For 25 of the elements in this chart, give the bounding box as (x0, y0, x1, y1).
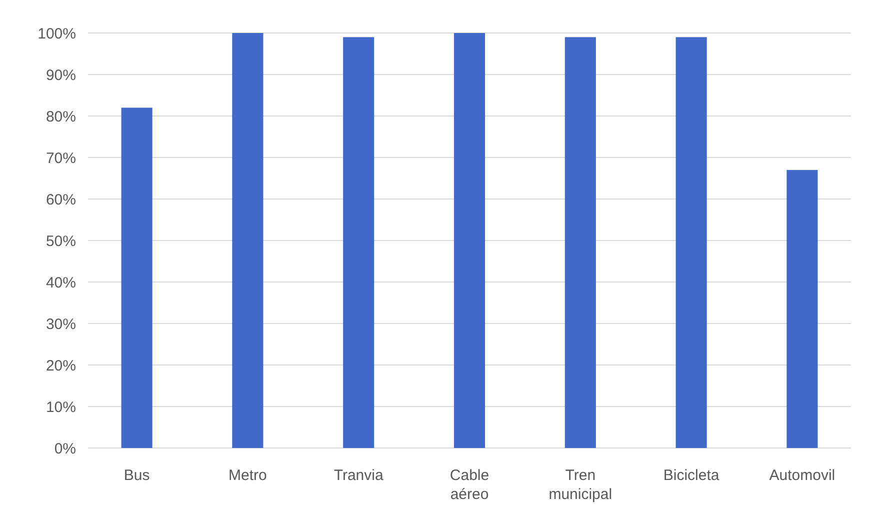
y-tick-label: 80% (46, 108, 76, 126)
y-tick-label: 0% (54, 440, 76, 458)
y-tick-label: 30% (46, 316, 76, 333)
y-tick-label: 70% (46, 150, 76, 167)
bar (786, 170, 818, 448)
y-tick-label: 50% (46, 232, 76, 250)
x-tick-label: Tren municipal (548, 467, 612, 503)
y-tick-label: 20% (46, 357, 76, 374)
bar (454, 33, 486, 448)
bar (232, 33, 264, 448)
bar (676, 37, 707, 448)
y-tick-label: 10% (46, 398, 76, 416)
y-tick-label: 40% (46, 274, 76, 292)
x-tick-label: Bicicleta (663, 467, 720, 484)
y-tick-label: 90% (46, 66, 76, 84)
bar (343, 37, 374, 448)
y-tick-label: 60% (46, 191, 76, 208)
x-tick-label: Tranvia (334, 467, 384, 484)
bar (121, 108, 152, 448)
bar (564, 37, 596, 448)
y-tick-label: 100% (38, 25, 76, 42)
x-tick-label: Bus (124, 467, 150, 484)
x-tick-label: Automovil (769, 467, 836, 484)
x-tick-label: Metro (228, 467, 267, 484)
x-tick-label: Cable aéreo (450, 467, 490, 503)
